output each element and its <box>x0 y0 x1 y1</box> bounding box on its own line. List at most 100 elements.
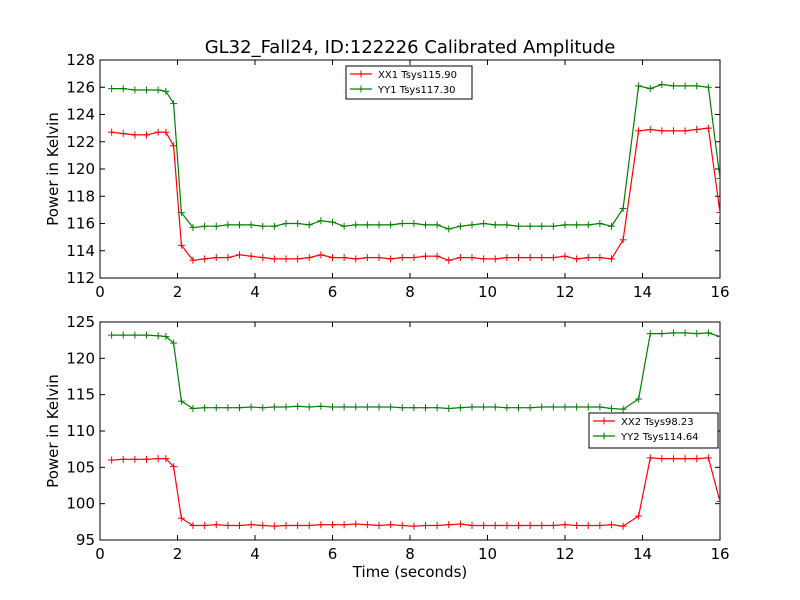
data-point <box>154 128 162 136</box>
y-tick-label: 126 <box>66 78 95 96</box>
data-point <box>480 403 488 411</box>
data-point <box>410 404 418 412</box>
data-point <box>177 241 185 249</box>
data-point <box>549 222 557 230</box>
data-point <box>108 331 116 339</box>
data-point <box>491 255 499 263</box>
data-point <box>363 254 371 262</box>
series-xx1 <box>108 124 720 264</box>
data-point <box>131 86 139 94</box>
y-tick-label: 112 <box>66 269 95 287</box>
data-point <box>352 520 360 528</box>
data-point <box>170 339 178 347</box>
data-point <box>305 403 313 411</box>
y-tick-label: 120 <box>66 160 95 178</box>
data-point <box>526 254 534 262</box>
y-tick-label: 125 <box>66 313 95 331</box>
data-point <box>658 127 666 135</box>
data-point <box>270 522 278 530</box>
data-point <box>573 403 581 411</box>
legend: XX1 Tsys115.90 YY1 Tsys117.30 <box>345 65 473 100</box>
data-point <box>681 82 689 90</box>
data-point <box>619 236 627 244</box>
data-point <box>170 142 178 150</box>
data-point <box>456 404 464 412</box>
data-point <box>480 255 488 263</box>
legend-box <box>345 65 473 100</box>
x-tick-label: 10 <box>478 545 497 563</box>
data-point <box>549 521 557 529</box>
data-point <box>573 255 581 263</box>
legend-label: YY1 Tsys117.30 <box>377 85 456 96</box>
data-point <box>119 130 127 138</box>
data-point <box>503 221 511 229</box>
data-point <box>573 521 581 529</box>
data-point <box>154 332 162 340</box>
data-point <box>352 221 360 229</box>
data-point <box>329 403 336 411</box>
data-point <box>608 404 615 412</box>
y-axis-label: Power in Kelvin <box>44 112 62 226</box>
data-point <box>282 255 290 263</box>
data-point <box>294 255 302 263</box>
series-yy1 <box>108 81 720 233</box>
x-tick-label: 8 <box>405 545 415 563</box>
data-point <box>177 514 185 522</box>
data-point <box>646 454 654 462</box>
x-tick-label: 4 <box>250 545 260 563</box>
data-point <box>433 221 441 229</box>
data-point <box>716 175 720 183</box>
data-point <box>410 254 418 262</box>
data-point <box>670 329 677 337</box>
data-point <box>619 405 627 413</box>
data-point <box>635 395 643 403</box>
data-point <box>387 221 395 229</box>
data-point <box>693 455 701 463</box>
data-point <box>259 222 267 230</box>
data-point <box>456 254 464 262</box>
data-point <box>561 252 569 260</box>
data-point <box>387 255 395 263</box>
data-point <box>294 521 302 529</box>
top-panel: 0 2 4 6 8 10 12 14 16 112 114 116 118 120 122 124 126 128… <box>44 51 730 301</box>
data-point <box>608 255 615 263</box>
data-point <box>445 404 453 412</box>
data-point <box>387 521 395 529</box>
data-point <box>259 521 267 529</box>
series-yy2 <box>108 329 720 413</box>
y-tick-label: 116 <box>66 215 95 233</box>
data-point <box>549 403 557 411</box>
y-tick-label: 122 <box>66 133 95 151</box>
data-point <box>596 521 604 529</box>
y-tick-label: 105 <box>66 458 95 476</box>
data-point <box>491 521 499 529</box>
data-point <box>456 222 464 230</box>
data-point <box>716 333 720 341</box>
y-tick-label: 128 <box>66 51 95 69</box>
data-point <box>340 254 348 262</box>
data-point <box>503 404 511 412</box>
data-point <box>270 403 278 411</box>
data-point <box>201 404 209 412</box>
x-tick-label: 12 <box>555 283 574 301</box>
data-point <box>561 521 569 529</box>
data-point <box>596 220 604 227</box>
data-point <box>526 521 534 529</box>
data-point <box>224 404 232 412</box>
data-point <box>608 521 615 529</box>
legend-item: YY1 Tsys117.30 <box>350 85 456 96</box>
data-point <box>131 131 139 139</box>
data-point <box>538 222 546 230</box>
data-point <box>108 85 116 93</box>
data-point <box>375 254 383 262</box>
legend-item: YY2 Tsys114.64 <box>593 432 699 443</box>
data-point <box>201 222 209 230</box>
x-tick-label: 16 <box>710 283 729 301</box>
data-point <box>608 222 615 230</box>
x-axis-label: Time (seconds) <box>352 563 468 581</box>
data-point <box>352 255 360 263</box>
data-point <box>236 221 243 229</box>
legend-label: XX2 Tsys98.23 <box>621 417 694 428</box>
x-tick-label: 12 <box>555 545 574 563</box>
